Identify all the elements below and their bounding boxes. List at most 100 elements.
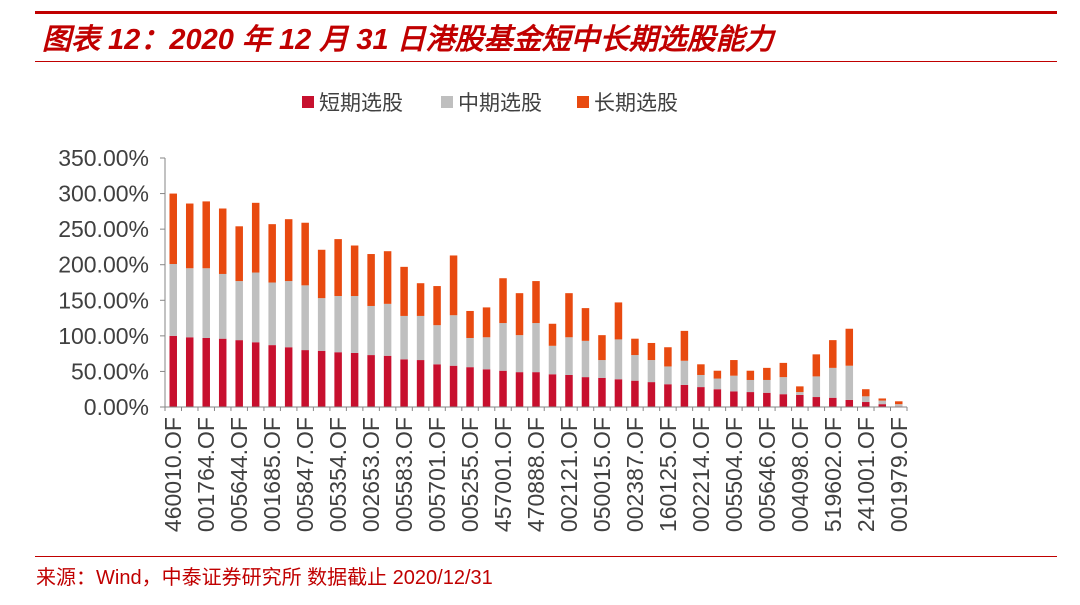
x-tick-label: 050015.OF: [589, 417, 615, 532]
long-term-bar: [466, 310, 474, 338]
short-term-bar: [812, 397, 821, 407]
y-tick-label: 200.00%: [58, 252, 149, 278]
legend-label-short-term: 短期选股: [319, 92, 403, 115]
x-tick-label: 005701.OF: [424, 417, 450, 532]
source-note: 来源：Wind，中泰证券研究所 数据截止 2020/12/31: [36, 567, 493, 589]
mid-term-bar: [202, 268, 210, 338]
footer-divider: [35, 556, 1057, 557]
y-tick-label: 100.00%: [58, 323, 149, 349]
long-term-bar: [680, 330, 689, 361]
long-term-bar: [317, 249, 326, 299]
long-term-bar: [664, 347, 672, 367]
short-term-bar: [202, 337, 210, 407]
short-term-bar: [284, 347, 293, 407]
short-term-bar: [367, 355, 375, 407]
long-term-bar: [763, 367, 771, 380]
short-term-bar: [697, 387, 705, 407]
mid-term-bar: [746, 379, 755, 393]
short-term-bar: [400, 359, 408, 407]
legend-label-mid-term: 中期选股: [458, 92, 542, 115]
short-term-bar: [664, 384, 672, 407]
chart-axes: [160, 157, 908, 411]
mid-term-bar: [532, 323, 540, 373]
x-tick-label: 005646.OF: [754, 417, 780, 532]
y-tick-label: 250.00%: [58, 216, 149, 242]
long-term-bar: [598, 335, 606, 361]
mid-term-bar: [482, 337, 491, 370]
long-term-bar: [515, 293, 524, 336]
long-term-bar: [614, 302, 623, 340]
short-term-bar: [532, 372, 540, 407]
mid-term-bar: [367, 305, 375, 356]
mid-term-bar: [862, 396, 870, 403]
short-term-bar: [796, 394, 804, 407]
mid-term-bar: [268, 282, 276, 346]
short-term-bar: [334, 352, 342, 407]
long-term-bar: [746, 370, 755, 380]
mid-term-bar: [400, 315, 408, 360]
short-term-bar: [383, 355, 392, 407]
mid-term-bar: [763, 379, 771, 393]
x-tick-label: 005504.OF: [721, 417, 747, 532]
short-term-bar: [680, 384, 689, 407]
x-axis-labels: 460010.OF 001764.OF 005644.OF 001685.OF 0058…: [160, 417, 912, 532]
x-tick-label: 470888.OF: [523, 417, 549, 532]
x-tick-label: 005644.OF: [226, 417, 252, 532]
short-term-bar: [862, 402, 870, 407]
x-tick-label: 005583.OF: [391, 417, 417, 532]
short-term-bar: [301, 350, 309, 407]
mid-term-bar: [565, 337, 573, 375]
long-term-bar: [416, 283, 425, 316]
long-term-bar: [268, 224, 276, 283]
x-tick-label: 002121.OF: [556, 417, 582, 532]
long-term-bar: [350, 245, 359, 297]
long-term-bar: [581, 308, 590, 341]
short-term-bar: [466, 367, 474, 407]
long-term-bar: [697, 364, 705, 375]
x-tick-label: 457001.OF: [490, 417, 516, 532]
x-tick-label: 001764.OF: [193, 417, 219, 532]
long-term-bar: [202, 201, 210, 269]
short-term-bar: [647, 382, 656, 407]
mid-term-bar: [779, 377, 788, 395]
mid-term-bar: [301, 285, 309, 351]
short-term-bar: [433, 364, 441, 407]
short-term-bar: [779, 394, 788, 407]
x-tick-label: 002214.OF: [688, 417, 714, 532]
mid-term-bar: [185, 268, 194, 338]
legend-label-long-term: 长期选股: [594, 92, 678, 115]
mid-term-bar: [845, 365, 854, 400]
short-term-bar: [829, 397, 837, 407]
x-tick-label: 002387.OF: [622, 417, 648, 532]
mid-term-bar: [284, 281, 293, 348]
x-tick-label: 005255.OF: [457, 417, 483, 532]
y-tick-label: 150.00%: [58, 287, 149, 313]
mid-term-bar: [713, 378, 722, 390]
mid-term-bar: [598, 360, 606, 378]
short-term-bar: [746, 392, 755, 407]
mid-term-bar: [796, 392, 804, 395]
long-term-bar: [235, 226, 243, 282]
short-term-bar: [631, 380, 639, 407]
long-term-bar: [284, 219, 293, 282]
long-term-bar: [400, 266, 408, 316]
short-term-bar: [350, 352, 359, 407]
mid-term-bar: [631, 355, 639, 381]
short-term-bar: [185, 337, 194, 407]
long-term-bar: [169, 193, 177, 264]
chart-title: 图表 12：2020 年 12 月 31 日港股基金短中长期选股能力: [42, 24, 774, 56]
mid-term-bar: [169, 264, 177, 336]
long-term-bar: [779, 362, 788, 378]
y-tick-label: 350.00%: [58, 145, 149, 171]
legend-swatch-short-term: [302, 96, 314, 108]
long-term-bar: [812, 354, 821, 377]
x-tick-label: 004098.OF: [787, 417, 813, 532]
chart-legend: 短期选股 中期选股 长期选股: [302, 92, 678, 115]
short-term-bar: [169, 335, 177, 407]
y-tick-label: 300.00%: [58, 181, 149, 207]
long-term-bar: [862, 389, 870, 397]
short-term-bar: [581, 377, 590, 407]
long-term-bar: [433, 286, 441, 326]
mid-term-bar: [548, 345, 557, 375]
x-tick-label: 001685.OF: [259, 417, 285, 532]
